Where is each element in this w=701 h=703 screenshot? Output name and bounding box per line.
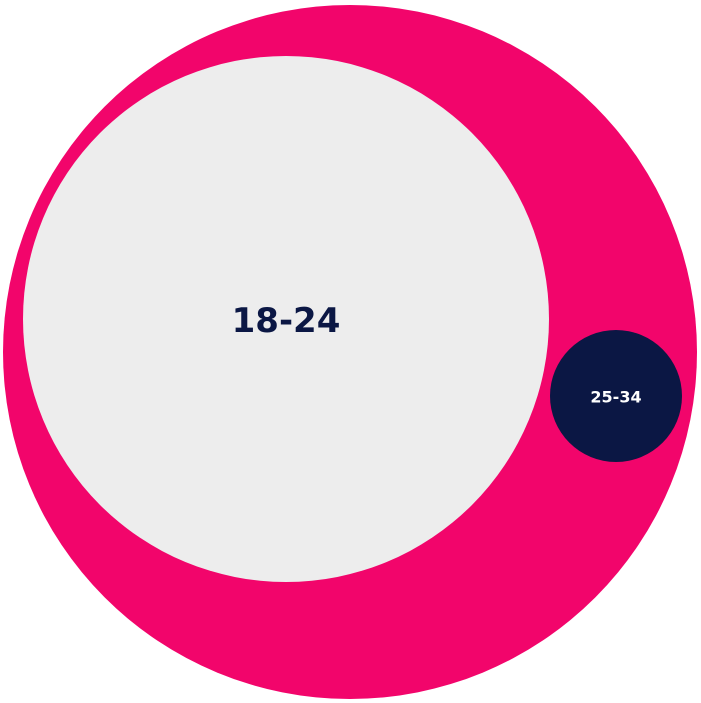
bubble-25-34[interactable] (550, 330, 682, 462)
inner-bubbles (23, 56, 682, 582)
bubble-labels: 18-24 25-34 (232, 301, 642, 407)
bubble-label-18-24: 18-24 (232, 301, 341, 341)
bubble-18-24[interactable] (23, 56, 549, 582)
bubble-label-25-34: 25-34 (590, 388, 641, 407)
